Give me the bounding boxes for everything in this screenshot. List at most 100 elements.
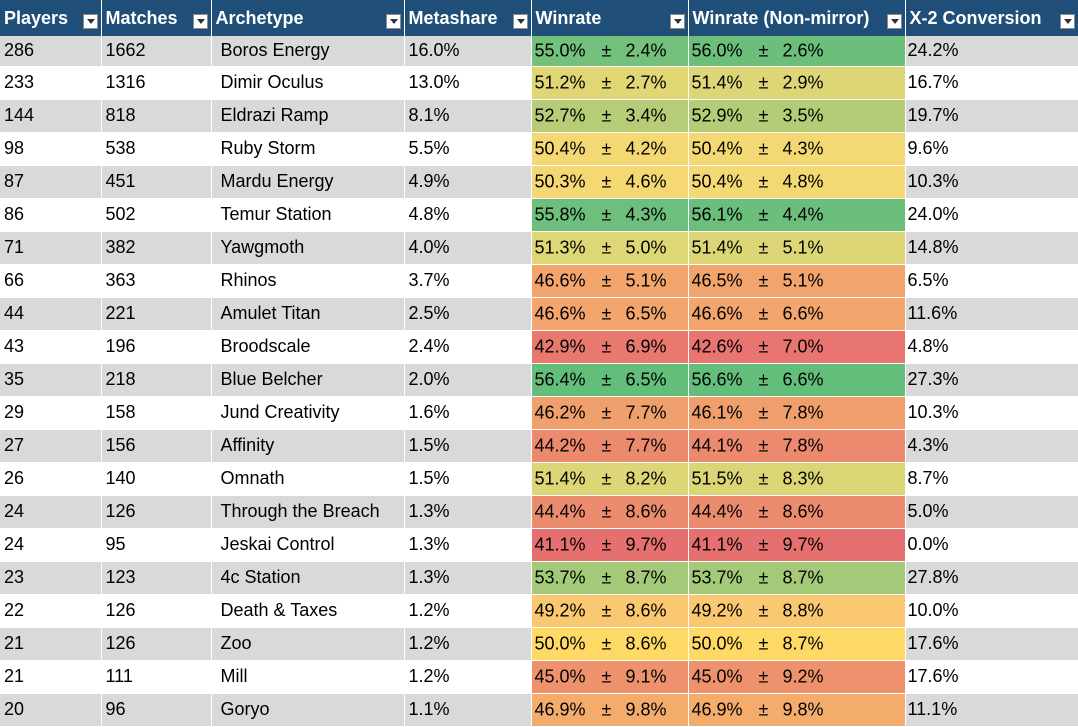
cell-winrate-non-mirror[interactable]: 41.1% ±9.7% [688,528,906,562]
cell-archetype[interactable]: Rhinos [211,264,405,298]
cell-winrate[interactable]: 51.2% ±2.7% [531,66,689,100]
cell-players[interactable]: 71 [0,231,102,265]
cell-matches[interactable]: 95 [101,528,212,562]
cell-players[interactable]: 98 [0,132,102,166]
cell-archetype[interactable]: Jund Creativity [211,396,405,430]
filter-dropdown-icon[interactable] [886,14,902,29]
cell-x2-conversion[interactable]: 9.6% [905,132,1078,166]
cell-matches[interactable]: 126 [101,594,212,628]
cell-winrate[interactable]: 50.0% ±8.6% [531,627,689,661]
cell-metashare[interactable]: 1.3% [404,495,532,529]
cell-metashare[interactable]: 5.5% [404,132,532,166]
cell-winrate-non-mirror[interactable]: 51.4% ±5.1% [688,231,906,265]
cell-matches[interactable]: 156 [101,429,212,463]
filter-dropdown-icon[interactable] [1059,14,1075,29]
cell-archetype[interactable]: Zoo [211,627,405,661]
cell-winrate[interactable]: 53.7% ±8.7% [531,561,689,595]
cell-metashare[interactable]: 1.2% [404,627,532,661]
filter-dropdown-icon[interactable] [82,14,98,29]
cell-players[interactable]: 24 [0,528,102,562]
cell-x2-conversion[interactable]: 5.0% [905,495,1078,529]
cell-x2-conversion[interactable]: 11.1% [905,693,1078,727]
cell-winrate-non-mirror[interactable]: 50.4% ±4.8% [688,165,906,199]
cell-x2-conversion[interactable]: 24.2% [905,36,1078,67]
cell-matches[interactable]: 221 [101,297,212,331]
cell-matches[interactable]: 818 [101,99,212,133]
cell-winrate-non-mirror[interactable]: 46.6% ±6.6% [688,297,906,331]
filter-dropdown-icon[interactable] [669,14,685,29]
cell-x2-conversion[interactable]: 4.3% [905,429,1078,463]
cell-x2-conversion[interactable]: 10.0% [905,594,1078,628]
cell-x2-conversion[interactable]: 27.3% [905,363,1078,397]
cell-archetype[interactable]: Mill [211,660,405,694]
cell-players[interactable]: 20 [0,693,102,727]
cell-players[interactable]: 144 [0,99,102,133]
cell-matches[interactable]: 538 [101,132,212,166]
cell-matches[interactable]: 1316 [101,66,212,100]
cell-matches[interactable]: 382 [101,231,212,265]
cell-archetype[interactable]: Affinity [211,429,405,463]
cell-metashare[interactable]: 1.1% [404,693,532,727]
cell-x2-conversion[interactable]: 4.8% [905,330,1078,364]
cell-players[interactable]: 44 [0,297,102,331]
cell-x2-conversion[interactable]: 11.6% [905,297,1078,331]
cell-x2-conversion[interactable]: 17.6% [905,627,1078,661]
cell-archetype[interactable]: Omnath [211,462,405,496]
cell-winrate[interactable]: 41.1% ±9.7% [531,528,689,562]
cell-metashare[interactable]: 1.5% [404,429,532,463]
cell-x2-conversion[interactable]: 19.7% [905,99,1078,133]
cell-winrate[interactable]: 46.6% ±5.1% [531,264,689,298]
cell-metashare[interactable]: 1.3% [404,561,532,595]
cell-matches[interactable]: 196 [101,330,212,364]
cell-winrate-non-mirror[interactable]: 56.1% ±4.4% [688,198,906,232]
cell-matches[interactable]: 126 [101,627,212,661]
cell-winrate[interactable]: 42.9% ±6.9% [531,330,689,364]
cell-players[interactable]: 87 [0,165,102,199]
cell-metashare[interactable]: 4.9% [404,165,532,199]
cell-winrate-non-mirror[interactable]: 44.4% ±8.6% [688,495,906,529]
cell-archetype[interactable]: Yawgmoth [211,231,405,265]
cell-players[interactable]: 21 [0,660,102,694]
cell-winrate[interactable]: 56.4% ±6.5% [531,363,689,397]
filter-dropdown-icon[interactable] [192,14,208,29]
cell-players[interactable]: 21 [0,627,102,661]
cell-matches[interactable]: 126 [101,495,212,529]
cell-winrate[interactable]: 44.4% ±8.6% [531,495,689,529]
cell-winrate[interactable]: 44.2% ±7.7% [531,429,689,463]
cell-archetype[interactable]: Mardu Energy [211,165,405,199]
cell-winrate-non-mirror[interactable]: 49.2% ±8.8% [688,594,906,628]
cell-matches[interactable]: 502 [101,198,212,232]
cell-archetype[interactable]: Jeskai Control [211,528,405,562]
cell-archetype[interactable]: Boros Energy [211,36,405,67]
cell-x2-conversion[interactable]: 6.5% [905,264,1078,298]
cell-matches[interactable]: 111 [101,660,212,694]
cell-metashare[interactable]: 1.2% [404,660,532,694]
cell-archetype[interactable]: Through the Breach [211,495,405,529]
filter-dropdown-icon[interactable] [512,14,528,29]
cell-matches[interactable]: 363 [101,264,212,298]
cell-winrate-non-mirror[interactable]: 52.9% ±3.5% [688,99,906,133]
cell-winrate-non-mirror[interactable]: 50.4% ±4.3% [688,132,906,166]
cell-x2-conversion[interactable]: 8.7% [905,462,1078,496]
cell-metashare[interactable]: 4.0% [404,231,532,265]
cell-players[interactable]: 27 [0,429,102,463]
cell-players[interactable]: 26 [0,462,102,496]
cell-metashare[interactable]: 2.5% [404,297,532,331]
cell-players[interactable]: 29 [0,396,102,430]
cell-matches[interactable]: 451 [101,165,212,199]
cell-metashare[interactable]: 8.1% [404,99,532,133]
cell-winrate-non-mirror[interactable]: 50.0% ±8.7% [688,627,906,661]
cell-x2-conversion[interactable]: 10.3% [905,396,1078,430]
cell-metashare[interactable]: 1.6% [404,396,532,430]
cell-x2-conversion[interactable]: 24.0% [905,198,1078,232]
cell-winrate-non-mirror[interactable]: 46.9% ±9.8% [688,693,906,727]
cell-archetype[interactable]: Death & Taxes [211,594,405,628]
cell-x2-conversion[interactable]: 14.8% [905,231,1078,265]
cell-winrate[interactable]: 51.4% ±8.2% [531,462,689,496]
cell-archetype[interactable]: Amulet Titan [211,297,405,331]
cell-winrate-non-mirror[interactable]: 56.0% ±2.6% [688,36,906,67]
cell-matches[interactable]: 96 [101,693,212,727]
cell-metashare[interactable]: 13.0% [404,66,532,100]
cell-matches[interactable]: 123 [101,561,212,595]
cell-metashare[interactable]: 1.3% [404,528,532,562]
